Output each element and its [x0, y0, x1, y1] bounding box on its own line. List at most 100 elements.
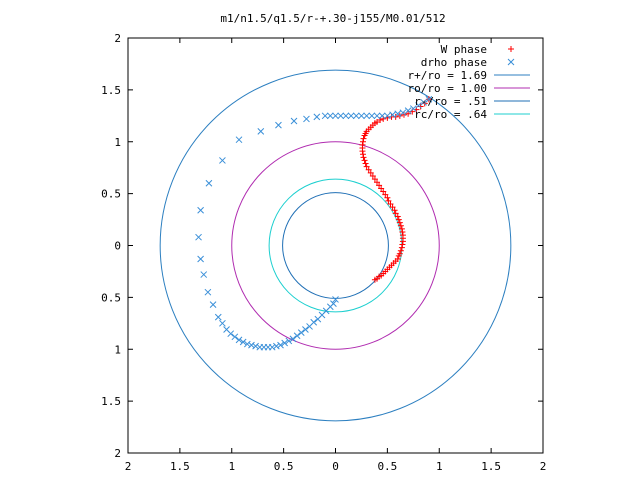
w-phase-point-30: [385, 197, 392, 204]
y-tick-label-8: 2: [114, 447, 121, 460]
drho-phase-point-51: [281, 339, 289, 347]
legend-label-5: rc/ro = .64: [414, 108, 487, 121]
w-phase-point-42: [362, 160, 369, 167]
drho-phase-point-14: [352, 112, 360, 120]
drho-phase-point-19: [326, 112, 334, 120]
drho-phase-point-64: [332, 296, 339, 303]
w-phase-point-26: [392, 210, 399, 217]
w-phase-point-19: [399, 232, 406, 239]
drho-phase-point-10: [373, 112, 381, 120]
w-phase-point-69: [417, 103, 424, 110]
drho-phase-point-12: [363, 112, 370, 120]
w-phase-point-25: [394, 213, 401, 220]
drho-phase-point-5: [399, 109, 407, 117]
y-tick-label-7: 1.5: [101, 395, 121, 408]
reference-circle-0: [159, 69, 512, 422]
drho-phase-point-38: [227, 330, 235, 338]
drho-phase-point-42: [243, 340, 251, 348]
legend-label-2: r+/ro = 1.69: [408, 69, 487, 82]
drho-phase-point-7: [389, 111, 396, 119]
w-phase-point-29: [387, 201, 394, 207]
drho-phase-point-53: [289, 335, 297, 343]
drho-phase-point-49: [273, 342, 280, 350]
axis-ticks: 2 1.5 1 0.5 0 0.5 1 1.5 221.510.500.511.52: [101, 32, 546, 473]
drho-phase-point-8: [384, 112, 391, 120]
w-phase-point-14: [397, 247, 404, 254]
w-phase-point-23: [396, 219, 403, 226]
drho-phase-point-41: [239, 338, 247, 346]
y-tick-label-4: 0: [114, 240, 121, 253]
y-tick-label-5: 0.5: [101, 291, 121, 304]
drho-phase-point-11: [368, 112, 376, 120]
drho-phase-point-31: [197, 255, 204, 263]
w-phase-point-21: [398, 225, 405, 232]
x-tick-label-5: 0.5: [377, 460, 397, 473]
legend-label-4: r-/ro = .51: [414, 95, 487, 108]
w-phase-point-11: [394, 255, 401, 262]
x-tick-label-8: 2: [540, 460, 547, 473]
w-phase-point-13: [396, 250, 403, 257]
w-phase-point-35: [376, 182, 383, 189]
drho-phase-point-58: [310, 318, 318, 326]
w-phase-point-44: [360, 154, 367, 161]
drho-phase-point-36: [219, 319, 226, 327]
drho-phase-point-28: [205, 179, 213, 187]
w-phase-point-15: [398, 244, 405, 251]
drho-phase-point-1: [420, 98, 428, 106]
w-phase-point-34: [378, 185, 385, 192]
x-tick-label-3: 0.5: [274, 460, 294, 473]
w-phase-point-45: [359, 151, 366, 158]
y-tick-label-2: 1: [114, 136, 121, 149]
legend-label-1: drho phase: [421, 56, 487, 69]
drho-phase-point-16: [342, 112, 350, 120]
drho-phase-point-0: [425, 95, 433, 103]
w-phase-point-39: [367, 169, 374, 176]
reference-circles: [159, 69, 512, 422]
chart-title: m1/n1.5/q1.5/r-+.30-j155/M0.01/512: [220, 12, 445, 25]
drho-phase-point-18: [332, 112, 339, 120]
reference-circle-3: [268, 178, 403, 313]
legend-symbol-1: [507, 58, 515, 66]
drho-phase-point-29: [197, 206, 204, 214]
w-phase-point-41: [363, 163, 370, 170]
w-phase-point-20: [399, 229, 406, 236]
w-phase-series: [359, 96, 432, 283]
drho-phase-point-48: [268, 343, 276, 351]
w-phase-point-33: [380, 188, 387, 195]
drho-phase-point-27: [219, 157, 226, 164]
w-phase-point-40: [365, 166, 372, 173]
drho-phase-point-33: [204, 288, 212, 296]
w-phase-point-22: [397, 222, 404, 229]
drho-phase-point-35: [214, 313, 222, 321]
drho-phase-point-54: [293, 332, 301, 340]
drho-phase-point-15: [347, 112, 355, 120]
drho-phase-point-40: [235, 336, 243, 344]
legend-label-0: W phase: [441, 43, 487, 56]
y-tick-label-0: 2: [114, 32, 121, 45]
legend-label-3: ro/ro = 1.00: [408, 82, 487, 95]
drho-phase-point-22: [303, 115, 310, 123]
drho-phase-point-24: [275, 121, 282, 129]
w-phase-point-43: [361, 157, 368, 164]
y-tick-label-6: 1: [114, 343, 121, 356]
drho-phase-point-9: [378, 112, 386, 120]
w-phase-point-48: [359, 141, 366, 148]
x-tick-label-0: 2: [125, 460, 132, 473]
drho-phase-point-30: [195, 233, 202, 241]
drho-phase-point-23: [290, 117, 298, 125]
y-tick-label-1: 1.5: [101, 84, 121, 97]
w-phase-point-31: [384, 194, 391, 201]
drho-phase-point-32: [200, 271, 208, 278]
drho-phase-point-6: [394, 110, 402, 118]
x-tick-label-4: 0: [332, 460, 339, 473]
w-phase-point-38: [369, 172, 376, 179]
w-phase-point-32: [382, 191, 389, 198]
drho-phase-point-44: [252, 342, 259, 350]
drho-phase-point-55: [297, 329, 305, 337]
reference-circle-1: [231, 141, 440, 350]
drho-phase-point-4: [404, 107, 412, 114]
y-tick-label-3: 0.5: [101, 188, 121, 201]
drho-phase-point-2: [415, 102, 422, 109]
